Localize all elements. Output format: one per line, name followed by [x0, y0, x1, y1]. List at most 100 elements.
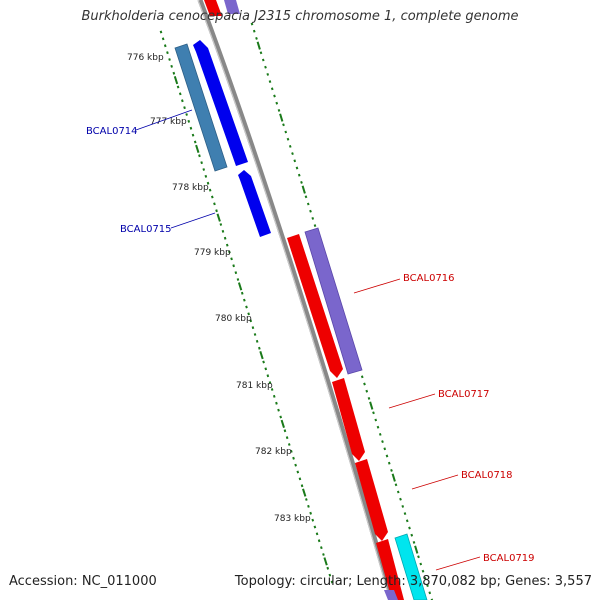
minor-tick [390, 468, 393, 472]
minor-tick [253, 333, 257, 336]
minor-tick [163, 44, 167, 48]
minor-tick [204, 174, 208, 178]
gene-bcal0718[interactable] [355, 459, 388, 541]
minor-tick [399, 497, 402, 501]
minor-tick [419, 562, 423, 566]
minor-tick [270, 388, 274, 391]
minor-tick [193, 140, 197, 144]
minor-tick [185, 113, 188, 116]
gene-bcal0716[interactable] [287, 234, 343, 378]
minor-tick [200, 161, 203, 165]
major-tick [302, 488, 307, 497]
kbp-label: 779 kbp [194, 248, 231, 258]
minor-tick [279, 415, 283, 419]
gene-label-bcal0716[interactable]: BCAL0716 [403, 273, 455, 284]
minor-tick [293, 159, 297, 163]
minor-tick [251, 326, 255, 330]
minor-tick [268, 80, 272, 84]
gene-bcal0717[interactable] [332, 378, 365, 461]
minor-tick [170, 64, 173, 68]
trna-feature[interactable] [394, 533, 428, 600]
kbp-ruler [159, 30, 334, 584]
minor-tick [264, 65, 267, 69]
minor-tick [181, 99, 184, 103]
minor-tick [187, 119, 191, 123]
minor-tick [401, 504, 405, 508]
chromosome-backbone [197, 0, 395, 600]
minor-tick [309, 209, 312, 213]
gene-label-bcal0717[interactable]: BCAL0717 [438, 389, 490, 400]
minor-tick [221, 229, 225, 233]
minor-tick [223, 236, 227, 240]
major-tick [216, 213, 221, 222]
minor-tick [378, 432, 382, 436]
minor-tick [288, 144, 292, 148]
minor-tick [313, 224, 317, 228]
minor-tick [328, 573, 332, 577]
gene-label-bcal0714[interactable]: BCAL0714 [86, 126, 138, 137]
minor-tick [408, 526, 411, 530]
minor-tick [183, 106, 186, 110]
minor-tick [374, 418, 378, 422]
minor-tick [161, 37, 165, 41]
minor-tick [206, 181, 210, 185]
minor-tick [213, 202, 216, 206]
minor-tick [236, 278, 240, 281]
minor-tick [330, 580, 334, 584]
minor-tick [367, 396, 371, 400]
minor-tick [283, 429, 287, 433]
minor-tick [230, 257, 233, 261]
minor-tick [176, 85, 180, 89]
gene-bcal0719[interactable] [376, 539, 404, 600]
minor-tick [403, 512, 407, 516]
leader-bcal0715 [170, 212, 216, 229]
gene-label-bcal0719[interactable]: BCAL0719 [483, 553, 535, 564]
cds-bcal0716[interactable] [304, 227, 363, 375]
cds-bottom-partial[interactable] [384, 590, 398, 600]
minor-tick [394, 483, 398, 487]
minor-tick [309, 511, 312, 515]
minor-tick [304, 195, 308, 199]
minor-tick [284, 130, 288, 134]
kbp-label: 783 kbp [274, 514, 311, 524]
minor-tick [247, 312, 250, 316]
minor-tick [178, 92, 182, 96]
leader-bcal0716 [353, 278, 401, 294]
kbp-label: 777 kbp [150, 117, 187, 127]
backbone-halo [193, 0, 399, 600]
major-tick [280, 419, 285, 429]
major-tick [391, 473, 396, 482]
minor-tick [258, 346, 261, 350]
minor-tick [240, 291, 244, 295]
gene-bcal0715[interactable] [238, 170, 271, 237]
minor-tick [219, 223, 223, 226]
gene-label-bcal0715[interactable]: BCAL0715 [120, 224, 172, 235]
minor-tick [225, 243, 229, 247]
gene-bcal0714[interactable] [193, 40, 248, 166]
minor-tick [189, 126, 193, 130]
minor-tick [198, 154, 201, 158]
minor-tick [311, 518, 315, 522]
leader-bcal0718 [411, 474, 459, 490]
minor-tick [245, 305, 248, 309]
minor-tick [255, 339, 259, 343]
kbp-label: 782 kbp [255, 447, 292, 457]
minor-tick [277, 408, 280, 412]
minor-tick [322, 553, 325, 556]
feature-partial-top-reverse[interactable] [204, 0, 222, 16]
minor-tick [191, 133, 195, 137]
feature-partial-top-cds[interactable] [224, 0, 240, 14]
minor-tick [275, 401, 278, 405]
leader-bcal0714 [135, 109, 193, 131]
kbp-labels: 776 kbp 777 kbp 778 kbp 779 kbp 780 kbp … [127, 53, 311, 524]
minor-tick [282, 123, 285, 127]
minor-tick [372, 411, 375, 415]
minor-tick [168, 58, 171, 61]
cds-bcal0714[interactable] [174, 43, 228, 172]
minor-tick [297, 173, 301, 177]
gene-label-bcal0718[interactable]: BCAL0718 [461, 470, 513, 481]
minor-tick [287, 443, 291, 446]
minor-tick [307, 504, 310, 508]
minor-tick [294, 463, 297, 467]
major-tick [259, 350, 264, 360]
